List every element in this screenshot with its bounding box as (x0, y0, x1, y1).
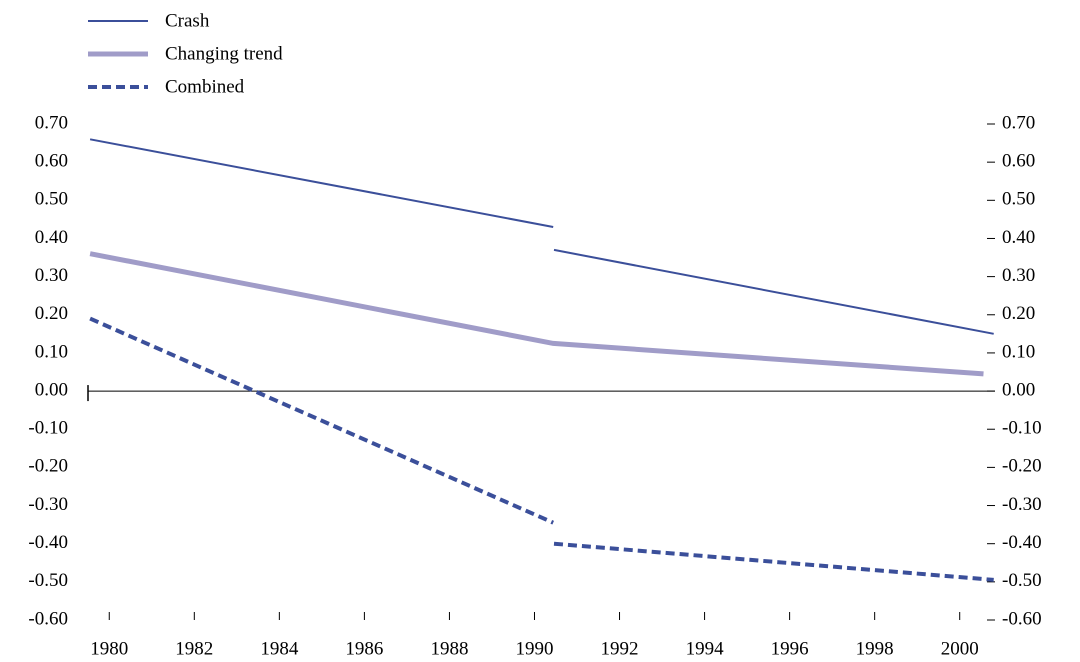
y2-tick-label: -0.40 (1002, 532, 1042, 553)
y-tick-label: 0.30 (35, 265, 68, 286)
y2-tick-label: -0.30 (1002, 494, 1042, 515)
x-tick-label: 1992 (601, 638, 639, 659)
y-tick-label: -0.20 (28, 456, 68, 477)
x-tick-label: 1990 (515, 638, 553, 659)
x-tick-label: 1984 (260, 638, 299, 659)
y2-tick-label: 0.70 (1002, 112, 1035, 133)
series-line (89, 251, 984, 377)
y-tick-label: 0.00 (35, 379, 68, 400)
y-tick-label: 0.70 (35, 112, 68, 133)
x-tick-label: 1982 (175, 638, 213, 659)
y-tick-label: -0.50 (28, 570, 68, 591)
series-line (89, 138, 994, 335)
y-tick-label: 0.10 (35, 341, 68, 362)
y-tick-label: -0.10 (28, 418, 68, 439)
y-tick-label: 0.20 (35, 303, 68, 324)
x-tick-label: 1988 (430, 638, 468, 659)
y2-tick-label: 0.40 (1002, 227, 1035, 248)
y2-tick-label: -0.10 (1002, 418, 1042, 439)
y2-tick-label: -0.20 (1002, 456, 1042, 477)
y2-tick-label: 0.30 (1002, 265, 1035, 286)
x-tick-label: 2000 (941, 638, 979, 659)
x-tick-label: 1998 (856, 638, 894, 659)
y2-tick-label: 0.10 (1002, 341, 1035, 362)
y-tick-label: -0.40 (28, 532, 68, 553)
x-tick-label: 1986 (345, 638, 383, 659)
x-tick-label: 1996 (771, 638, 809, 659)
y2-tick-label: 0.50 (1002, 189, 1035, 210)
y-tick-label: -0.30 (28, 494, 68, 515)
y2-tick-label: 0.60 (1002, 151, 1035, 172)
y2-tick-label: -0.60 (1002, 608, 1042, 629)
series-line (89, 316, 994, 582)
legend-label: Combined (165, 76, 245, 97)
x-tick-label: 1994 (686, 638, 725, 659)
y-tick-label: 0.60 (35, 151, 68, 172)
x-tick-label: 1980 (90, 638, 128, 659)
y2-tick-label: 0.20 (1002, 303, 1035, 324)
y2-tick-label: 0.00 (1002, 379, 1035, 400)
y2-tick-label: -0.50 (1002, 570, 1042, 591)
y-tick-label: 0.40 (35, 227, 68, 248)
legend-label: Crash (165, 10, 210, 31)
y-tick-label: 0.50 (35, 189, 68, 210)
legend-label: Changing trend (165, 43, 283, 64)
y-tick-label: -0.60 (28, 608, 68, 629)
